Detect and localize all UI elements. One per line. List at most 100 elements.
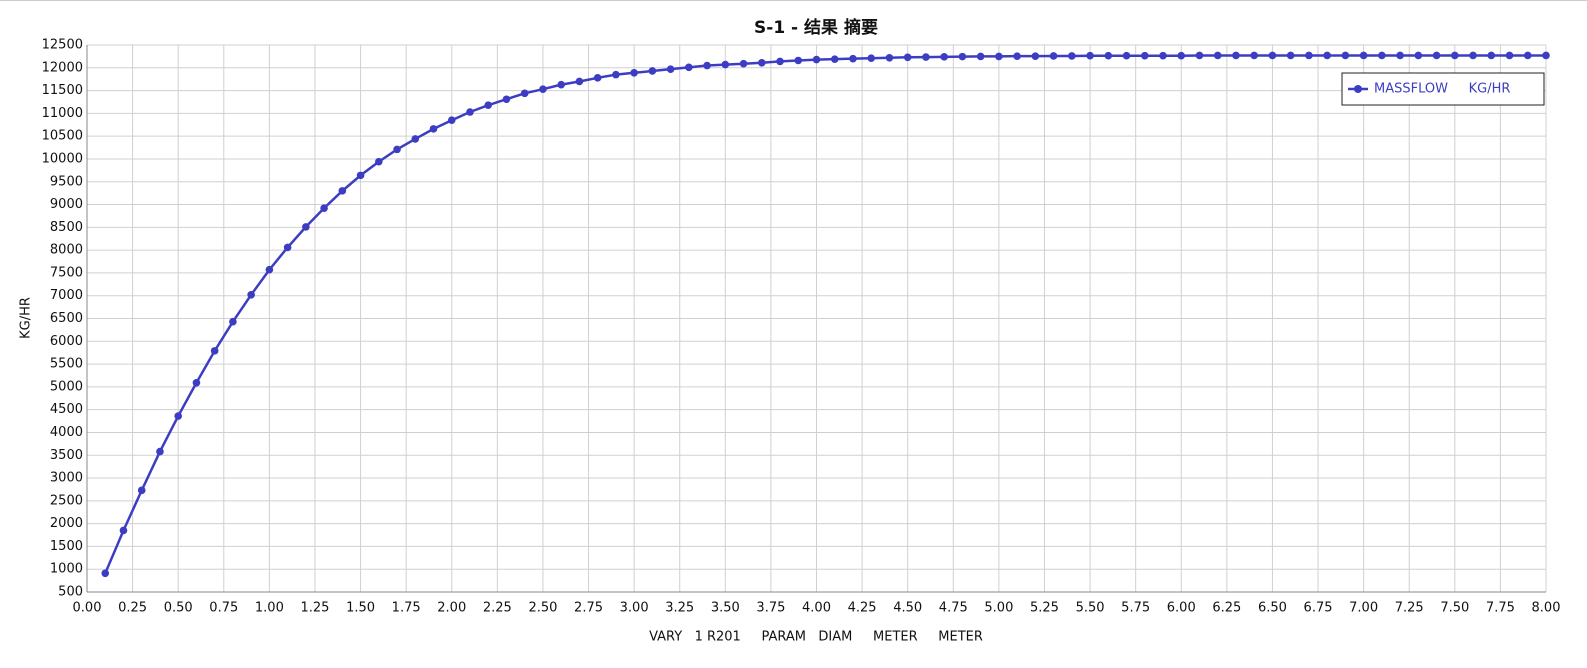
data-point (721, 60, 730, 69)
data-point (174, 412, 182, 420)
chart-title: S-1 - 结果 摘要 (754, 17, 878, 38)
data-point (302, 223, 310, 231)
y-tick-label: 10500 (42, 129, 83, 144)
data-point (447, 116, 456, 125)
data-point (630, 69, 638, 77)
data-point (1232, 51, 1240, 60)
data-point (976, 52, 985, 61)
x-tick-label: 6.75 (1304, 601, 1333, 616)
y-tick-label: 5000 (50, 379, 83, 394)
data-point (429, 125, 438, 133)
data-point (612, 70, 620, 79)
y-tick-label: 5500 (50, 357, 83, 372)
y-tick-label: 12500 (42, 38, 83, 53)
x-tick-label: 3.00 (620, 601, 649, 616)
x-tick-label: 5.75 (1121, 601, 1150, 616)
y-tick-label: 9000 (50, 197, 83, 212)
data-point (338, 187, 347, 195)
data-point (1268, 51, 1277, 60)
x-tick-label: 7.75 (1486, 601, 1515, 616)
data-point (1469, 51, 1477, 60)
x-tick-label: 8.00 (1532, 601, 1561, 616)
data-point (1104, 51, 1113, 60)
y-tick-label: 8500 (50, 220, 83, 235)
x-tick-label: 0.25 (118, 601, 147, 616)
data-point (1396, 51, 1404, 60)
data-point (830, 55, 839, 63)
x-tick-label: 1.75 (392, 601, 421, 616)
data-point (1286, 51, 1295, 60)
y-tick-label: 7500 (50, 265, 83, 280)
x-tick-label: 5.00 (984, 601, 1013, 616)
data-point (539, 85, 547, 94)
data-point (1487, 51, 1496, 60)
data-point (903, 53, 912, 62)
x-tick-label: 0.50 (164, 601, 193, 616)
legend-label: MASSFLOW KG/HR (1374, 82, 1510, 97)
y-tick-label: 3000 (50, 471, 83, 486)
x-tick-label: 1.50 (346, 601, 375, 616)
x-tick-label: 5.25 (1030, 601, 1059, 616)
data-point (1432, 51, 1441, 60)
x-tick-label: 4.00 (802, 601, 831, 616)
data-point (484, 101, 493, 109)
data-point (210, 347, 219, 355)
y-axis-label: KG/HR (19, 297, 34, 339)
data-point (885, 53, 894, 62)
data-point (922, 53, 930, 61)
data-point (1359, 51, 1368, 60)
data-point (776, 57, 784, 66)
data-point (1177, 51, 1186, 60)
data-point (557, 80, 565, 89)
y-tick-label: 4500 (50, 402, 83, 417)
data-point (648, 67, 657, 75)
data-point (265, 265, 274, 274)
data-line (104, 54, 1546, 574)
data-point (1505, 51, 1514, 60)
x-tick-label: 5.50 (1076, 601, 1105, 616)
x-tick-label: 2.25 (483, 601, 512, 616)
y-tick-label: 3500 (50, 448, 83, 463)
data-point (1140, 51, 1149, 60)
data-point (1341, 51, 1350, 60)
y-tick-label: 9500 (50, 174, 83, 189)
data-point (739, 59, 748, 68)
data-point (1159, 51, 1167, 60)
x-tick-label: 1.00 (255, 601, 284, 616)
x-tick-label: 3.75 (756, 601, 785, 616)
x-tick-label: 4.25 (848, 601, 877, 616)
y-tick-label: 7000 (50, 288, 83, 303)
y-tick-label: 500 (58, 585, 83, 600)
y-tick-label: 6000 (50, 334, 83, 349)
data-point (794, 56, 803, 65)
data-point (703, 61, 711, 70)
data-point (958, 52, 967, 61)
y-tick-label: 11000 (42, 106, 83, 121)
data-point (1305, 51, 1313, 60)
x-axis-label: VARY 1 R201 PARAM DIAM METER METER (649, 630, 983, 645)
data-point (101, 569, 110, 578)
data-point (1013, 52, 1021, 60)
data-point (320, 204, 328, 212)
data-point (156, 447, 164, 456)
data-point (411, 135, 420, 143)
data-point (356, 171, 365, 180)
y-tick-label: 2500 (50, 493, 83, 508)
y-tick-label: 2000 (50, 516, 83, 531)
x-tick-label: 6.50 (1258, 601, 1287, 616)
data-point (666, 65, 675, 73)
data-point (1323, 51, 1331, 60)
legend-box (1341, 72, 1545, 106)
data-point (1523, 51, 1532, 60)
data-point (849, 54, 857, 63)
data-point (502, 95, 511, 104)
data-point (1378, 51, 1386, 60)
x-tick-label: 2.00 (437, 601, 466, 616)
x-tick-label: 6.00 (1167, 601, 1196, 616)
x-tick-label: 1.25 (300, 601, 329, 616)
data-point (229, 317, 237, 326)
x-tick-label: 3.25 (665, 601, 694, 616)
data-point (1086, 51, 1094, 60)
x-tick-label: 4.75 (939, 601, 968, 616)
